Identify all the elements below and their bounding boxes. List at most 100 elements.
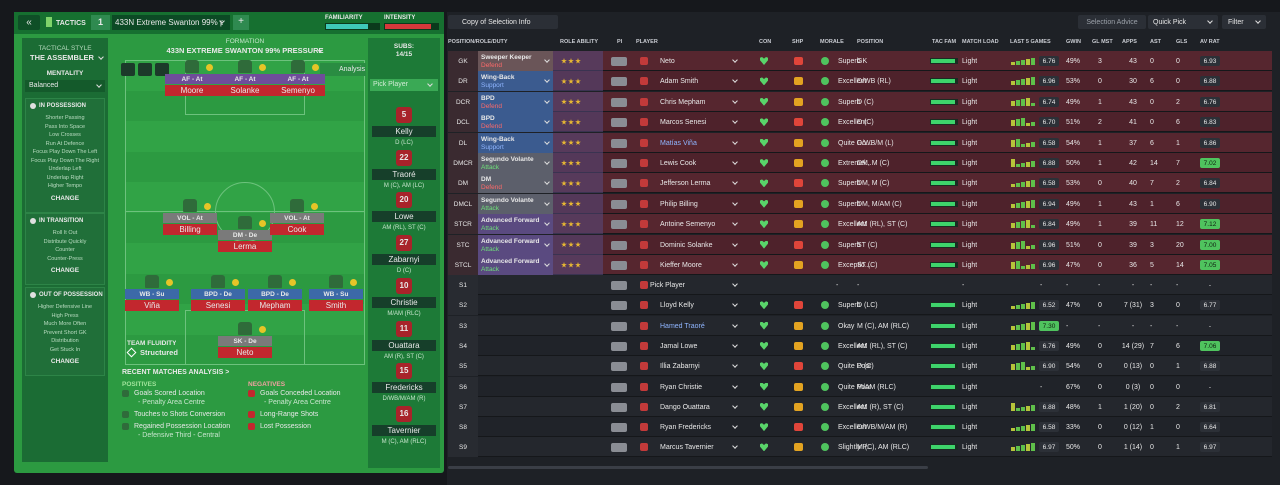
sub-name-box[interactable] — [372, 168, 436, 180]
column-header[interactable]: TAC FAM — [932, 39, 957, 45]
player-name-box[interactable] — [218, 241, 272, 252]
player-name-box[interactable] — [125, 300, 179, 311]
sub-name-box[interactable] — [372, 424, 436, 436]
sub-name-box[interactable] — [372, 339, 436, 351]
table-row[interactable] — [448, 132, 1272, 153]
sub-name-box[interactable] — [372, 211, 436, 223]
sub-name[interactable]: Traoré — [392, 169, 416, 179]
pi-icon[interactable] — [611, 118, 627, 128]
column-header[interactable]: GLS — [1176, 39, 1188, 45]
column-header[interactable]: PLAYER — [636, 39, 658, 45]
tactic-number-box[interactable] — [91, 15, 110, 30]
table-row[interactable] — [448, 234, 1272, 255]
table-row[interactable] — [448, 335, 1272, 356]
pitch-player-name[interactable]: Billing — [179, 225, 201, 234]
player-name[interactable]: Dominic Solanke — [660, 241, 713, 249]
table-row[interactable] — [448, 153, 1272, 173]
table-row[interactable] — [448, 91, 1272, 112]
table-row[interactable] — [448, 295, 1272, 316]
player-name[interactable]: Matías Viña — [660, 139, 697, 147]
pi-icon[interactable] — [611, 77, 627, 87]
analysis-label[interactable]: Analysis — [339, 66, 366, 73]
pi-icon[interactable] — [611, 240, 627, 250]
sub-name-box[interactable] — [372, 126, 436, 137]
player-name[interactable]: Pick Player — [650, 282, 686, 289]
column-header[interactable]: AST — [1150, 39, 1161, 45]
sub-name[interactable]: Fredericks — [385, 383, 423, 393]
pitch-player-name[interactable]: Senesi — [205, 301, 231, 310]
pitch-player-name[interactable]: Semenyo — [281, 86, 315, 95]
column-header[interactable]: PI — [617, 39, 623, 45]
pi-icon[interactable] — [611, 321, 627, 331]
table-row[interactable] — [448, 315, 1272, 336]
table-row[interactable] — [448, 417, 1272, 438]
column-header[interactable]: POSITION/ROLE/DUTY — [448, 39, 508, 45]
table-row[interactable] — [448, 51, 1272, 71]
column-header[interactable]: LAST 5 GAMES — [1010, 39, 1051, 45]
player-name[interactable]: Kieffer Moore — [660, 262, 702, 269]
pitch-player-name[interactable]: Cook — [287, 225, 307, 234]
pick-player[interactable] — [370, 79, 438, 91]
pi-icon[interactable] — [611, 301, 627, 311]
pi-icon[interactable] — [611, 382, 627, 392]
pi-icon[interactable] — [611, 443, 627, 453]
table-row[interactable] — [448, 71, 1272, 92]
table-row[interactable] — [448, 396, 1272, 417]
player-name[interactable]: Adam Smith — [660, 78, 699, 86]
player-name-box[interactable] — [271, 85, 325, 96]
column-header[interactable]: GWIN — [1066, 39, 1081, 45]
table-row[interactable] — [448, 112, 1272, 133]
column-header[interactable]: SHP — [792, 39, 804, 45]
player-name[interactable]: Jamal Lowe — [660, 342, 698, 350]
column-header[interactable]: MATCH LOAD — [962, 39, 999, 45]
collapse-button[interactable] — [18, 15, 40, 30]
player-name[interactable]: Jefferson Lerma — [660, 180, 711, 188]
column-header[interactable]: MORALE — [820, 39, 844, 45]
pi-icon[interactable] — [611, 341, 627, 351]
player-name-box[interactable] — [165, 85, 219, 96]
table-row[interactable] — [448, 214, 1272, 235]
sub-name[interactable]: Lowe — [394, 212, 414, 222]
column-header[interactable]: AV RAT — [1200, 39, 1220, 45]
player-name[interactable]: Ryan Fredericks — [660, 424, 711, 432]
add-tactic[interactable] — [233, 15, 249, 30]
column-header[interactable]: APPS — [1122, 39, 1137, 45]
change-button-label[interactable]: CHANGE — [50, 267, 80, 274]
pi-icon[interactable] — [611, 199, 627, 209]
table-row[interactable] — [448, 376, 1272, 397]
view-button[interactable] — [121, 63, 135, 76]
player-name[interactable]: Chris Mepham — [660, 98, 706, 106]
pi-icon[interactable] — [611, 423, 627, 433]
table-row[interactable] — [448, 437, 1272, 458]
filter-label[interactable]: Filter — [1228, 19, 1244, 26]
change-button-label[interactable]: CHANGE — [50, 194, 80, 202]
selection-advice-label[interactable]: Selection Advice — [1086, 19, 1138, 26]
player-name-box[interactable] — [163, 224, 217, 235]
column-header[interactable]: GL MST — [1092, 39, 1113, 45]
pitch-player-name[interactable]: Moore — [180, 86, 204, 95]
player-name-box[interactable] — [270, 224, 324, 235]
analysis-title[interactable]: RECENT MATCHES ANALYSIS > — [122, 369, 230, 376]
sub-name[interactable]: Ouattara — [388, 340, 420, 350]
player-name-box[interactable] — [309, 300, 363, 311]
pi-icon[interactable] — [611, 159, 627, 168]
quick-pick-label[interactable]: Quick Pick — [1153, 19, 1187, 26]
table-row[interactable] — [448, 255, 1272, 275]
pitch-player-name[interactable]: Lerma — [233, 242, 257, 251]
column-header[interactable]: CON — [759, 39, 772, 45]
pi-icon[interactable] — [611, 97, 627, 107]
table-row[interactable] — [448, 173, 1272, 194]
player-name[interactable]: Neto — [660, 58, 675, 65]
player-name[interactable]: Hamed Traoré — [660, 322, 705, 330]
table-row[interactable] — [448, 275, 1272, 295]
quick-pick[interactable] — [1148, 15, 1218, 29]
pi-icon[interactable] — [611, 57, 627, 66]
scrollbar[interactable] — [448, 466, 928, 469]
player-name[interactable]: Marcos Senesi — [660, 119, 707, 127]
table-row[interactable] — [448, 193, 1272, 214]
view-button[interactable] — [138, 63, 152, 76]
pi-icon[interactable] — [611, 402, 627, 412]
pitch-player-name[interactable]: Smith — [325, 301, 347, 310]
analysis-button[interactable] — [320, 63, 366, 76]
pick-player-label[interactable]: Pick Player — [373, 81, 409, 88]
